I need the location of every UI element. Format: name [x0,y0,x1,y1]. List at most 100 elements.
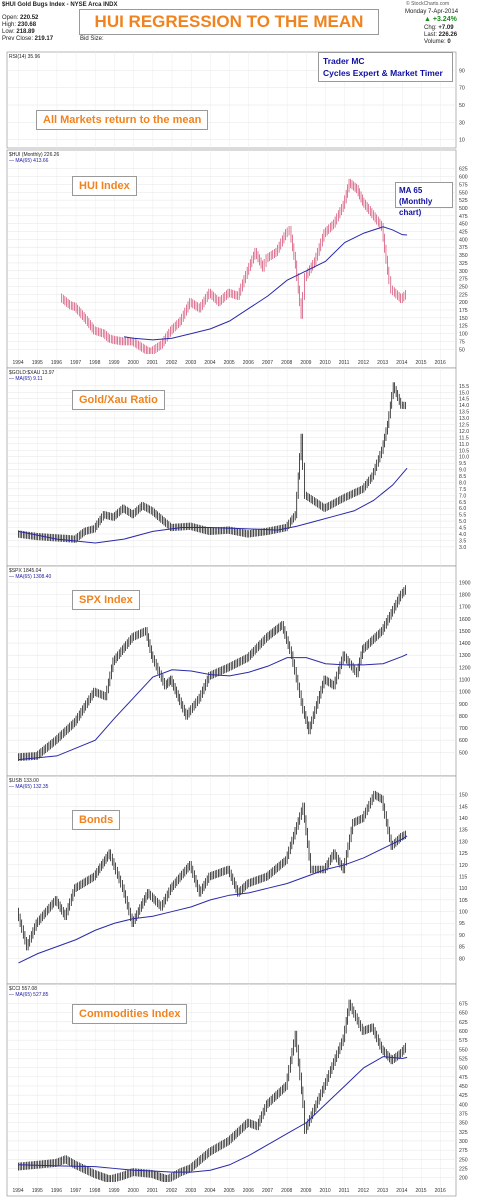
stockcharts-credit: © StockCharts.com [406,1,450,7]
x-tick-label: 2006 [243,360,254,366]
y-tick-label: 325 [459,1130,468,1136]
y-tick-label: 675 [459,1001,468,1007]
y-tick-label: 8.0 [459,480,466,486]
moving-average-line [18,835,408,964]
quote-left-col: Open: 220.52 High: 230.68 Low: 218.89 Prev … [2,15,53,43]
moving-average-line [18,467,408,544]
y-tick-label: 325 [459,261,468,267]
y-tick-label: 14.5 [459,397,469,403]
quote-right-col: Chg: +7.09 Last: 226.26 Volume: 0 [424,25,457,46]
y-tick-label: 14.0 [459,403,469,409]
y-tick-label: 900 [459,702,468,708]
y-tick-label: 125 [459,324,468,330]
y-tick-label: 13.0 [459,416,469,422]
y-tick-label: 575 [459,1038,468,1044]
y-tick-label: 1700 [459,605,471,611]
y-tick-label: 600 [459,738,468,744]
x-tick-label: 1994 [13,360,24,366]
y-tick-label: 475 [459,214,468,220]
x-tick-label: 2005 [224,1188,235,1194]
y-tick-label: 9.5 [459,461,466,467]
legend-entry: $USB 133.00 [9,778,39,784]
quote-right-label: Last: [424,32,438,38]
quote-left-value: 220.52 [18,15,39,21]
x-tick-label: 2003 [185,360,196,366]
y-tick-label: 15.5 [459,384,469,390]
y-tick-label: 7.0 [459,493,466,499]
y-tick-label: 4.0 [459,532,466,538]
y-tick-label: 50 [459,347,465,353]
y-tick-label: 625 [459,167,468,173]
x-tick-label: 2010 [320,360,331,366]
y-tick-label: 575 [459,182,468,188]
y-tick-label: 250 [459,284,468,290]
y-tick-label: 30 [459,120,465,126]
quote-right-row: Chg: +7.09 [424,25,457,32]
bonds-callout: Bonds [72,810,121,830]
symbol-title: $HUI Gold Bugs Index - NYSE Arca INDX [2,2,118,8]
quote-right-value: 0 [445,39,451,45]
y-tick-label: 5.0 [459,519,466,525]
crb-callout: Commodities Index [72,1004,188,1024]
y-tick-label: 225 [459,1166,468,1172]
y-tick-label: 150 [459,316,468,322]
y-tick-label: 200 [459,300,468,306]
x-tick-label: 2002 [166,1188,177,1194]
x-tick-label: 2011 [339,360,350,366]
y-tick-label: 10.5 [459,448,469,454]
goldxau-callout: Gold/Xau Ratio [72,390,165,410]
y-tick-label: 450 [459,1084,468,1090]
y-tick-label: 275 [459,277,468,283]
x-tick-label: 2007 [262,360,273,366]
x-tick-label: 1997 [70,360,81,366]
legend-entry: $GOLD:$XAU 13.97 [9,370,55,376]
y-tick-label: 95 [459,921,465,927]
y-tick-label: 1200 [459,665,471,671]
y-tick-label: 90 [459,933,465,939]
x-tick-label: 1995 [32,360,43,366]
y-tick-label: 500 [459,1066,468,1072]
y-tick-label: 250 [459,1157,468,1163]
y-tick-label: 4.5 [459,526,466,532]
y-tick-label: 300 [459,1139,468,1145]
legend-entry-ma: — MA(65) 527.85 [9,992,49,998]
x-tick-label: 1997 [70,1188,81,1194]
moving-average-line [18,653,408,761]
legend-entry: RSI(14) 35.96 [9,54,40,60]
y-tick-label: 425 [459,1093,468,1099]
x-tick-label: 2016 [435,1188,446,1194]
y-tick-label: 600 [459,175,468,181]
y-tick-label: 100 [459,332,468,338]
y-tick-label: 5.5 [459,513,466,519]
legend-entry-ma: — MA(65) 1308.40 [9,574,51,580]
y-tick-label: 75 [459,339,465,345]
x-tick-label: 2012 [358,1188,369,1194]
x-tick-label: 2016 [435,360,446,366]
quote-left-value: 218.89 [14,29,35,35]
y-tick-label: 8.5 [459,474,466,480]
y-tick-label: 6.5 [459,500,466,506]
moving-average-line [18,1056,408,1173]
y-tick-label: 175 [459,308,468,314]
quote-left-row: High: 230.68 [2,22,53,29]
quote-right-row: Last: 226.26 [424,32,457,39]
y-tick-label: 135 [459,828,468,834]
x-tick-label: 2001 [147,360,158,366]
x-tick-label: 1998 [89,1188,100,1194]
y-tick-label: 130 [459,839,468,845]
y-tick-label: 550 [459,190,468,196]
x-tick-label: 2003 [185,1188,196,1194]
change-percent: ▲ +3.24% [424,16,457,23]
x-tick-label: 1999 [108,1188,119,1194]
x-tick-label: 1995 [32,1188,43,1194]
legend-entry-ma: — MA(65) 413.66 [9,158,49,164]
x-tick-label: 1996 [51,360,62,366]
y-tick-label: 12.5 [459,423,469,429]
quote-left-label: Prev Close: [2,36,34,42]
y-tick-label: 1800 [459,593,471,599]
legend-entry: $HUI (Monthly) 226.26 [9,152,60,158]
x-tick-label: 2014 [396,360,407,366]
x-tick-label: 2001 [147,1188,158,1194]
y-tick-label: 70 [459,86,465,92]
